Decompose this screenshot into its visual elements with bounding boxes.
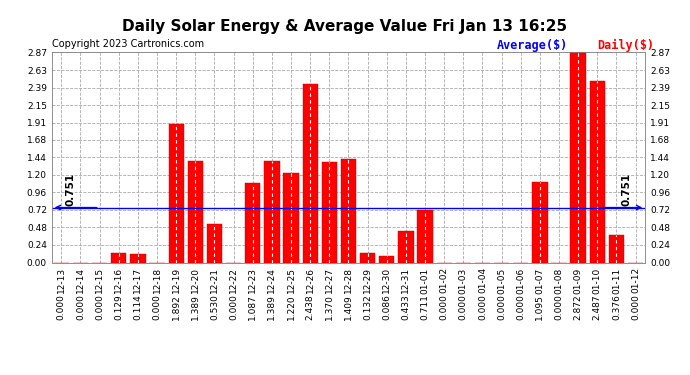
Text: 0.000: 0.000 <box>459 294 468 320</box>
Text: 0.129: 0.129 <box>115 294 124 320</box>
Text: 1.389: 1.389 <box>191 294 200 320</box>
Bar <box>398 231 413 262</box>
Bar <box>168 124 184 262</box>
Text: 0.000: 0.000 <box>555 294 564 320</box>
Text: 2.438: 2.438 <box>306 294 315 320</box>
Bar <box>379 256 395 262</box>
Text: 0.376: 0.376 <box>612 294 621 320</box>
Text: 0.000: 0.000 <box>497 294 506 320</box>
Bar <box>111 253 126 262</box>
Text: 0.433: 0.433 <box>402 294 411 320</box>
Bar <box>571 53 586 262</box>
Text: 1.220: 1.220 <box>286 294 295 320</box>
Text: Daily Solar Energy & Average Value Fri Jan 13 16:25: Daily Solar Energy & Average Value Fri J… <box>122 19 568 34</box>
Text: 0.751: 0.751 <box>66 173 76 206</box>
Bar <box>417 210 433 262</box>
Text: 0.000: 0.000 <box>57 294 66 320</box>
Text: 1.095: 1.095 <box>535 294 544 320</box>
Text: 1.087: 1.087 <box>248 294 257 320</box>
Bar <box>207 224 222 262</box>
Bar <box>264 161 279 262</box>
Text: 0.000: 0.000 <box>229 294 238 320</box>
Text: 0.000: 0.000 <box>440 294 449 320</box>
Text: 0.751: 0.751 <box>621 173 631 206</box>
Text: Average($): Average($) <box>497 39 568 53</box>
Text: 0.000: 0.000 <box>516 294 525 320</box>
Text: 0.114: 0.114 <box>133 294 142 320</box>
Text: 1.370: 1.370 <box>325 294 334 320</box>
Text: 2.872: 2.872 <box>573 294 582 320</box>
Bar <box>322 162 337 262</box>
Text: Copyright 2023 Cartronics.com: Copyright 2023 Cartronics.com <box>52 39 204 50</box>
Text: Daily($): Daily($) <box>597 39 654 53</box>
Text: 1.389: 1.389 <box>268 294 277 320</box>
Text: 0.711: 0.711 <box>420 294 429 320</box>
Bar <box>360 253 375 262</box>
Text: 0.000: 0.000 <box>95 294 104 320</box>
Text: 1.409: 1.409 <box>344 294 353 320</box>
Bar <box>188 161 203 262</box>
Text: 0.000: 0.000 <box>478 294 487 320</box>
Bar <box>341 159 356 262</box>
Text: 0.530: 0.530 <box>210 294 219 320</box>
Bar <box>130 254 146 262</box>
Text: 0.132: 0.132 <box>363 294 372 320</box>
Text: 0.000: 0.000 <box>152 294 161 320</box>
Bar <box>532 182 548 262</box>
Bar <box>302 84 318 262</box>
Text: 2.487: 2.487 <box>593 294 602 320</box>
Text: 1.892: 1.892 <box>172 294 181 320</box>
Text: 0.000: 0.000 <box>76 294 85 320</box>
Text: 0.000: 0.000 <box>631 294 640 320</box>
Bar <box>245 183 260 262</box>
Bar <box>590 81 605 262</box>
Bar <box>284 173 299 262</box>
Text: 0.086: 0.086 <box>382 294 391 320</box>
Bar <box>609 235 624 262</box>
